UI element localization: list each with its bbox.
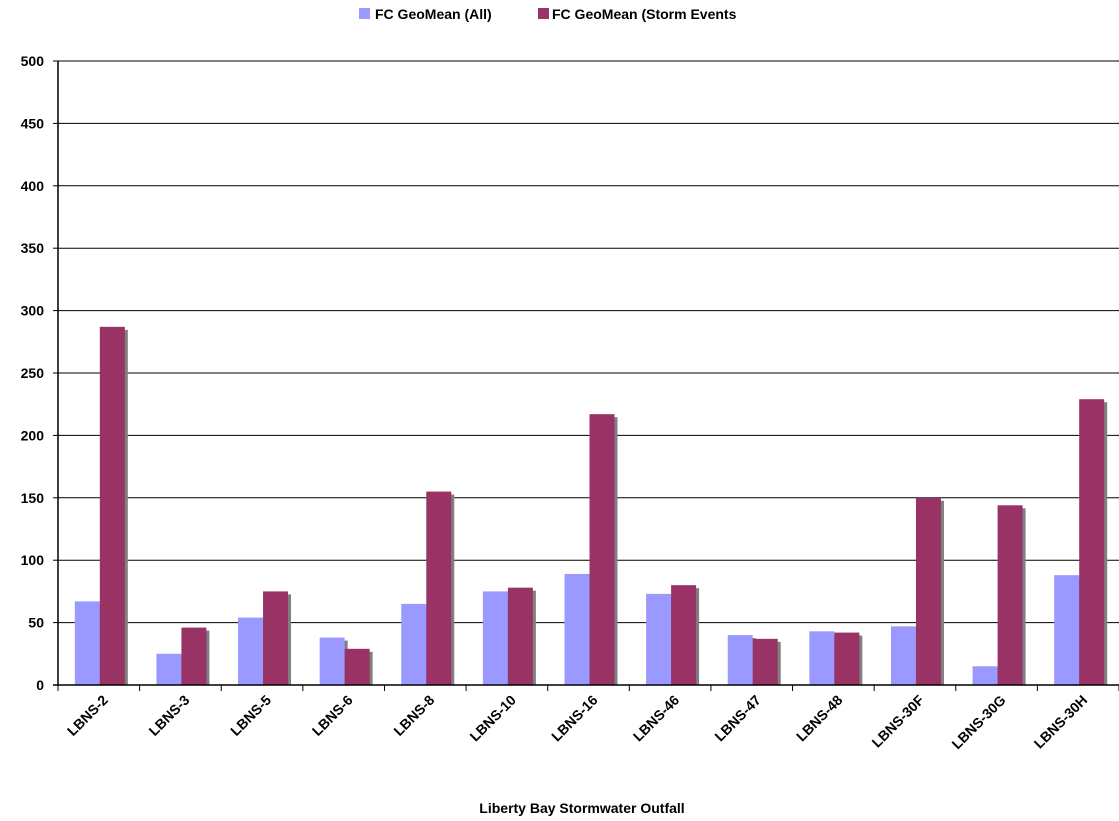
bar-fc-geomean-all-lbns-6: [319, 637, 345, 685]
y-tick-label: 300: [21, 303, 45, 319]
bar-fc-geomean-all-lbns-30g: [972, 666, 998, 685]
bars: [74, 326, 1108, 685]
bar-fc-geomean-storm-events-lbns-3: [181, 627, 207, 685]
y-tick-label: 400: [21, 178, 45, 194]
bar-fc-geomean-storm-events-lbns-6: [344, 648, 370, 685]
x-tick-label-lbns-6: LBNS-6: [309, 692, 356, 739]
y-tick-label: 450: [21, 115, 45, 131]
x-tick-label-lbns-30h: LBNS-30H: [1031, 692, 1091, 752]
x-tick-label-lbns-10: LBNS-10: [466, 692, 519, 745]
legend-swatch-fc-geomean-storm-events: [538, 8, 549, 19]
bar-fc-geomean-storm-events-lbns-30g: [997, 505, 1023, 685]
y-tick-label: 200: [21, 427, 45, 443]
bar-fc-geomean-storm-events-lbns-5: [263, 591, 289, 685]
gridlines: [58, 60, 1119, 624]
bar-fc-geomean-storm-events-lbns-48: [834, 632, 860, 685]
x-tick-label-lbns-8: LBNS-8: [390, 692, 437, 739]
x-tick-label-lbns-30f: LBNS-30F: [868, 691, 927, 750]
x-tick-label-lbns-16: LBNS-16: [548, 692, 601, 745]
y-tick-label: 50: [28, 615, 44, 631]
bar-fc-geomean-all-lbns-10: [482, 591, 508, 685]
axes: [53, 60, 1119, 691]
legend-swatch-fc-geomean-all: [359, 8, 370, 19]
bar-fc-geomean-all-lbns-5: [238, 617, 264, 685]
bar-fc-geomean-storm-events-lbns-2: [99, 326, 125, 685]
bar-fc-geomean-storm-events-lbns-46: [671, 585, 697, 685]
x-tick-label-lbns-48: LBNS-48: [793, 692, 846, 745]
x-axis-tick-labels: LBNS-2 LBNS-3 LBNS-5 LBNS-6 LBNS-8 LBNS-10 LBN…: [64, 691, 1090, 752]
y-tick-label: 0: [36, 677, 44, 693]
x-tick-label-lbns-30g: LBNS-30G: [948, 692, 1008, 752]
bar-fc-geomean-storm-events-lbns-16: [589, 414, 615, 685]
bar-fc-geomean-all-lbns-30h: [1054, 575, 1080, 685]
x-tick-label-lbns-5: LBNS-5: [227, 692, 274, 739]
bar-fc-geomean-storm-events-lbns-10: [507, 587, 533, 685]
bar-fc-geomean-all-lbns-46: [646, 593, 672, 685]
legend-label-fc-geomean-storm-events: FC GeoMean (Storm Events: [552, 6, 737, 22]
x-tick-label-lbns-47: LBNS-47: [711, 692, 764, 745]
legend: FC GeoMean (All) FC GeoMean (Storm Event…: [359, 6, 737, 22]
y-axis-tick-labels: 0 50 100 150 200 250 300 350 400 450 500: [21, 53, 45, 693]
bar-fc-geomean-all-lbns-47: [727, 635, 753, 685]
x-axis-title: Liberty Bay Stormwater Outfall: [479, 800, 684, 816]
bar-fc-geomean-storm-events-lbns-30f: [915, 497, 941, 685]
bar-fc-geomean-all-lbns-48: [809, 631, 835, 685]
legend-label-fc-geomean-all: FC GeoMean (All): [375, 6, 492, 22]
bar-fc-geomean-storm-events-lbns-30h: [1079, 399, 1105, 685]
x-tick-label-lbns-2: LBNS-2: [64, 692, 111, 739]
bar-fc-geomean-storm-events-lbns-8: [426, 491, 452, 685]
bar-fc-geomean-all-lbns-16: [564, 573, 590, 685]
y-tick-label: 150: [21, 490, 45, 506]
bar-fc-geomean-all-lbns-3: [156, 653, 182, 685]
x-tick-label-lbns-46: LBNS-46: [630, 692, 683, 745]
x-tick-label-lbns-3: LBNS-3: [145, 692, 192, 739]
bar-fc-geomean-all-lbns-30f: [890, 626, 916, 685]
y-tick-label: 250: [21, 365, 45, 381]
bar-fc-geomean-all-lbns-8: [401, 603, 427, 685]
y-tick-label: 350: [21, 240, 45, 256]
bar-fc-geomean-storm-events-lbns-47: [752, 638, 778, 685]
y-tick-label: 500: [21, 53, 45, 69]
y-tick-label: 100: [21, 552, 45, 568]
bar-fc-geomean-all-lbns-2: [74, 601, 100, 685]
